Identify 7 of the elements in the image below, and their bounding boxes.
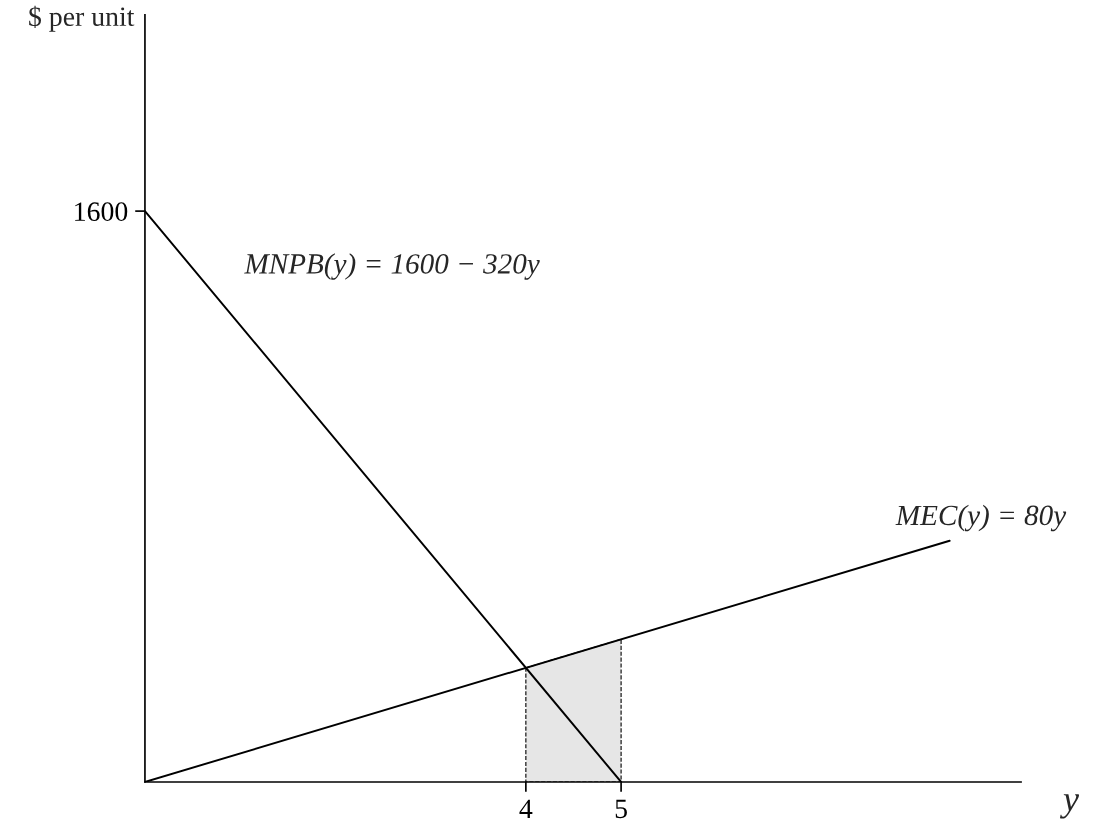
x-tick-label: 5 — [615, 799, 627, 819]
x-axis-title: y — [1059, 794, 1080, 819]
annotation: MNPB(y) = 1600 − 320y — [244, 253, 540, 280]
y-axis-title: $ per unit — [29, 5, 135, 32]
x-tick-label: 4 — [519, 799, 533, 818]
y-tick-label: 1600 — [75, 202, 128, 222]
annotation: MEC(y) = 80y — [895, 504, 1067, 532]
